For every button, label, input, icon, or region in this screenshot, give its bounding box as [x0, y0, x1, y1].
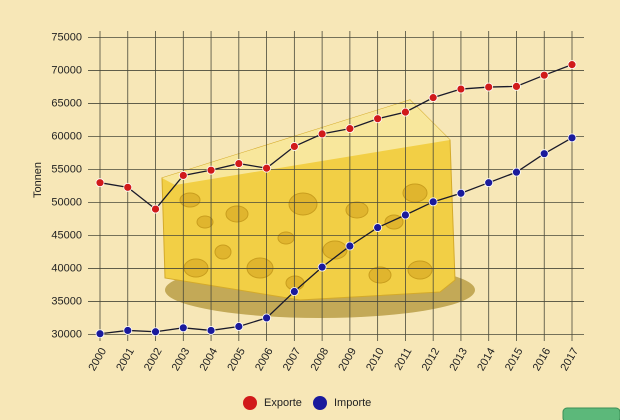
data-point: [289, 142, 299, 151]
data-point: [428, 197, 438, 207]
data-point: [567, 133, 577, 143]
y-tick-label: 50000: [51, 196, 82, 208]
y-tick-label: 70000: [51, 64, 82, 76]
data-point: [317, 262, 327, 272]
data-point: [567, 60, 577, 70]
data-point: [428, 93, 438, 103]
y-tick-label: 30000: [51, 328, 82, 340]
data-point: [178, 323, 188, 333]
data-point: [539, 70, 549, 80]
y-tick-label: 60000: [51, 130, 82, 142]
data-point: [262, 163, 271, 173]
data-point: [151, 204, 160, 214]
corner-button[interactable]: [562, 407, 620, 420]
y-axis-label: Tonnen: [32, 162, 44, 198]
data-point: [456, 188, 466, 198]
legend-label: Exporte: [264, 397, 302, 409]
data-point: [95, 178, 105, 188]
data-point: [345, 124, 355, 134]
data-point: [95, 329, 105, 339]
y-tick-label: 45000: [51, 229, 82, 241]
data-point: [123, 182, 133, 192]
data-point: [512, 167, 521, 177]
y-tick-label: 40000: [51, 262, 82, 274]
series-line: [99, 137, 573, 335]
data-point: [373, 223, 383, 232]
data-point: [484, 178, 494, 188]
legend-label: Importe: [334, 397, 371, 409]
data-point: [456, 84, 466, 94]
data-point: [539, 149, 549, 159]
y-tick-label: 35000: [51, 295, 82, 307]
series-line: [99, 64, 573, 210]
data-point: [373, 114, 383, 124]
y-tick-label: 75000: [51, 32, 82, 44]
data-point: [123, 326, 133, 335]
data-point: [289, 287, 299, 296]
data-point: [401, 107, 410, 117]
data-point: [234, 322, 244, 331]
data-point: [484, 82, 494, 92]
data-point: [206, 165, 216, 175]
data-point: [512, 82, 521, 91]
legend-marker: [243, 396, 257, 410]
data-point: [234, 159, 244, 168]
data-point: [262, 313, 271, 323]
data-point: [178, 171, 188, 180]
y-tick-label: 55000: [51, 163, 82, 175]
data-point: [317, 129, 327, 139]
legend-marker: [313, 396, 327, 410]
data-point: [151, 327, 160, 337]
y-tick-label: 65000: [51, 97, 82, 109]
data-point: [206, 326, 216, 335]
data-point: [401, 210, 410, 220]
data-point: [345, 241, 355, 251]
cheese-illustration: [161, 99, 475, 318]
